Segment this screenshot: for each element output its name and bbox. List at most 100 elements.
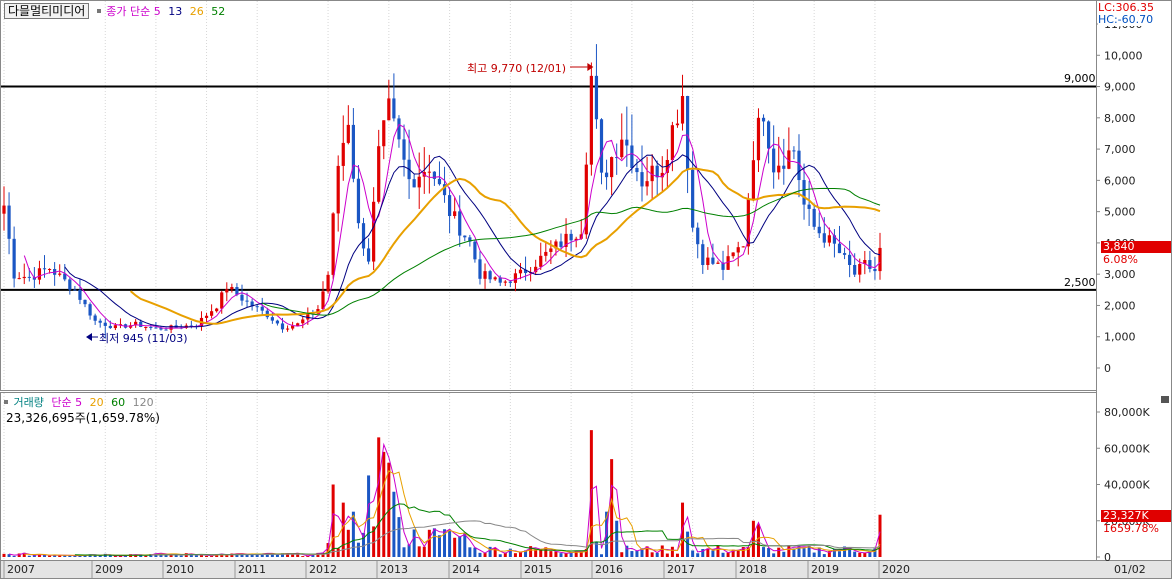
price-y-tick-label: 10,000 [1104, 49, 1143, 62]
candle-body [675, 123, 680, 126]
candle-body [437, 178, 442, 185]
volume-bar [569, 552, 573, 557]
volume-bar [118, 555, 122, 557]
volume-bar [220, 553, 224, 557]
volume-bar [650, 552, 654, 557]
volume-bar [731, 549, 735, 557]
low-arrow-icon [86, 333, 92, 341]
price-y-tick-label: 8,000 [1104, 112, 1136, 125]
volume-bar [508, 548, 512, 557]
volume-bar [205, 555, 209, 557]
volume-bar [848, 549, 852, 557]
volume-y-tick-label: 80,000K [1104, 406, 1150, 419]
volume-bar [37, 554, 41, 557]
candle-body [680, 95, 685, 124]
candle-body [691, 169, 695, 228]
candle-body [427, 171, 431, 173]
candle-body [848, 254, 852, 265]
volume-bar [493, 548, 497, 557]
volume-bar [463, 532, 467, 557]
price-ma-legend-label: 종가 단순 [106, 5, 151, 18]
candle-body [230, 287, 234, 290]
candle-body [827, 235, 831, 243]
x-tick-label: 2016 [595, 563, 623, 576]
candle-body [93, 315, 97, 321]
volume-bar [878, 514, 882, 557]
candle-body [493, 277, 497, 280]
volume-bar [453, 537, 457, 557]
price-legend: 다믈멀티미디어 종가 단순 5 13 26 52 [4, 2, 225, 19]
volume-bar [260, 553, 264, 557]
candle-body [331, 213, 335, 275]
volume-bar [483, 553, 487, 557]
candle-body [594, 75, 599, 120]
candle-body [7, 205, 11, 239]
volume-bar [686, 531, 690, 557]
candle-body [255, 306, 259, 308]
y-axis-frame [1096, 0, 1172, 561]
candle-body [453, 211, 457, 217]
volume-bar [199, 554, 203, 557]
price-y-tick-label: 7,000 [1104, 143, 1136, 156]
volume-bar [513, 553, 517, 557]
volume-bar [762, 547, 766, 557]
volume-bar [255, 554, 259, 557]
stock-name-button[interactable]: 다믈멀티미디어 [4, 3, 90, 19]
volume-bar [139, 554, 143, 557]
candle-body [47, 268, 52, 270]
candle-body [458, 211, 462, 236]
candle-body [372, 201, 376, 262]
candle-body [716, 262, 720, 264]
candle-body [139, 321, 143, 327]
candle-body [17, 278, 21, 280]
volume-bar [726, 552, 730, 557]
volume-bar [169, 554, 173, 557]
volume-bar [124, 555, 128, 557]
volume-bar [817, 547, 821, 557]
x-tick-label: 2018 [739, 563, 767, 576]
volume-bar [670, 546, 674, 557]
volume-bar [78, 555, 82, 557]
candle-body [63, 273, 67, 280]
volume-bar [701, 549, 705, 557]
volume-panel-close-icon[interactable] [1161, 396, 1169, 403]
volume-bar [326, 543, 330, 557]
candle-body [574, 238, 578, 241]
candle-body [260, 306, 264, 311]
volume-bar [164, 554, 168, 557]
volume-bar [574, 550, 578, 557]
volume-bar [316, 552, 320, 557]
volume-bar [189, 554, 193, 557]
volume-bar [113, 555, 117, 557]
candle-body [701, 244, 705, 266]
high-arrow-icon [587, 63, 594, 71]
candle-body [280, 323, 285, 330]
candle-body [589, 75, 593, 165]
candle-body [670, 125, 674, 160]
volume-bar [802, 548, 806, 557]
volume-bar [468, 547, 472, 557]
volume-bar [32, 554, 36, 557]
volume-bar [822, 554, 826, 557]
volume-bar [736, 550, 740, 557]
price-ma-52-line [262, 187, 881, 316]
volume-bar [422, 546, 426, 557]
candle-body [746, 198, 750, 247]
volume-bar [412, 529, 416, 557]
volume-bar [235, 553, 239, 557]
candle-body [159, 328, 163, 330]
candle-body [599, 119, 604, 173]
candle-body [660, 172, 664, 178]
candle-body [154, 327, 158, 329]
volume-ma-20-line [24, 470, 881, 557]
candle-body [630, 145, 634, 168]
volume-bar [524, 550, 528, 557]
candle-body [822, 233, 826, 243]
volume-bar [265, 553, 269, 557]
price-y-tick-label: 9,000 [1104, 81, 1136, 94]
volume-bar [134, 555, 138, 557]
candle-body [285, 328, 290, 330]
candle-body [326, 274, 330, 292]
candle-body [346, 124, 350, 143]
